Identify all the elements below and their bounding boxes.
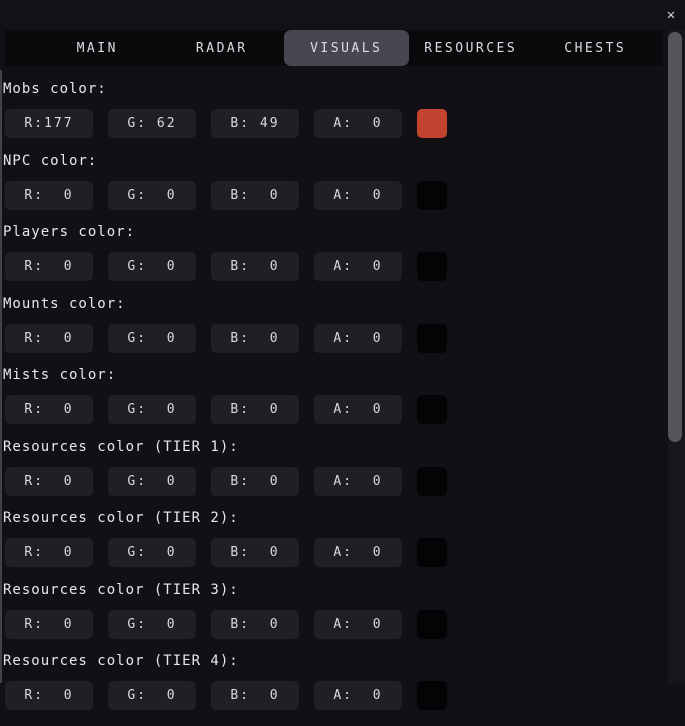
tab-main[interactable]: MAIN (76, 40, 118, 56)
color-swatch[interactable] (417, 466, 447, 496)
color-swatch[interactable] (417, 395, 447, 424)
a-field[interactable]: A: 0 (314, 252, 402, 281)
rgba-row: R: 0 G: 0 B: 0 A: 0 (0, 609, 663, 639)
scrollbar-track[interactable] (668, 30, 685, 683)
color-section-label: Resources color (TIER 4): (3, 653, 239, 669)
b-field[interactable]: B: 0 (211, 323, 299, 353)
color-swatch[interactable] (417, 323, 447, 353)
a-field[interactable]: A: 0 (314, 180, 402, 210)
scrollbar-thumb[interactable] (668, 32, 682, 442)
color-swatch[interactable] (417, 609, 447, 639)
b-field[interactable]: B: 49 (211, 109, 299, 138)
rgba-row: R: 0 G: 0 B: 0 A: 0 (0, 466, 663, 496)
color-section: Resources color (TIER 2): R: 0 G: 0 B: 0 A:… (0, 511, 663, 567)
rgba-row: R: 0 G: 0 B: 0 A: 0 (0, 538, 663, 567)
color-section: NPC color: R: 0 G: 0 B: 0 A: 0 (0, 154, 663, 210)
a-field[interactable]: A: 0 (314, 609, 402, 639)
r-field[interactable]: R: 0 (5, 609, 93, 639)
close-icon[interactable]: ✕ (666, 7, 676, 23)
color-section: Resources color (TIER 4): R: 0 G: 0 B: 0 A:… (0, 654, 663, 710)
title-bar: ✕ (0, 0, 685, 30)
b-field[interactable]: B: 0 (211, 395, 299, 424)
color-section-label: Resources color (TIER 2): (3, 510, 239, 526)
rgba-row: R: 0 G: 0 B: 0 A: 0 (0, 395, 663, 424)
a-field[interactable]: A: 0 (314, 395, 402, 424)
g-field[interactable]: G: 0 (108, 609, 196, 639)
color-section: Resources color (TIER 3): R: 0 G: 0 B: 0 A:… (0, 583, 663, 639)
color-section-label: Mobs color: (3, 81, 107, 97)
g-field[interactable]: G: 0 (108, 323, 196, 353)
g-field[interactable]: G: 0 (108, 466, 196, 496)
r-field[interactable]: R:177 (5, 109, 93, 138)
color-swatch[interactable] (417, 538, 447, 567)
color-section-label: Players color: (3, 224, 136, 240)
color-section: Resources color (TIER 1): R: 0 G: 0 B: 0 A:… (0, 440, 663, 496)
g-field[interactable]: G: 0 (108, 395, 196, 424)
window-left-border (0, 70, 2, 683)
color-section-label: Mists color: (3, 367, 117, 383)
color-section-label: Resources color (TIER 3): (3, 581, 239, 598)
r-field[interactable]: R: 0 (5, 538, 93, 567)
a-field[interactable]: A: 0 (314, 466, 402, 496)
color-section: Mists color: R: 0 G: 0 B: 0 A: 0 (0, 368, 663, 424)
color-section: Players color: R: 0 G: 0 B: 0 A: 0 (0, 225, 663, 281)
visuals-settings-panel: Mobs color: R:177 G: 62 B: 49 A: 0 NPC colo… (0, 70, 663, 726)
r-field[interactable]: R: 0 (5, 180, 93, 210)
color-section-label: Resources color (TIER 1): (3, 438, 239, 455)
color-section: Mobs color: R:177 G: 62 B: 49 A: 0 (0, 82, 663, 138)
rgba-row: R: 0 G: 0 B: 0 A: 0 (0, 252, 663, 281)
r-field[interactable]: R: 0 (5, 466, 93, 496)
b-field[interactable]: B: 0 (211, 252, 299, 281)
color-section-label: NPC color: (3, 152, 98, 169)
color-swatch[interactable] (417, 109, 447, 138)
rgba-row: R:177 G: 62 B: 49 A: 0 (0, 109, 663, 138)
rgba-row: R: 0 G: 0 B: 0 A: 0 (0, 323, 663, 353)
b-field[interactable]: B: 0 (211, 681, 299, 710)
rgba-row: R: 0 G: 0 B: 0 A: 0 (0, 180, 663, 210)
a-field[interactable]: A: 0 (314, 538, 402, 567)
r-field[interactable]: R: 0 (5, 323, 93, 353)
b-field[interactable]: B: 0 (211, 466, 299, 496)
b-field[interactable]: B: 0 (211, 180, 299, 210)
a-field[interactable]: A: 0 (314, 323, 402, 353)
g-field[interactable]: G: 0 (108, 252, 196, 281)
rgba-row: R: 0 G: 0 B: 0 A: 0 (0, 681, 663, 710)
r-field[interactable]: R: 0 (5, 395, 93, 424)
color-swatch[interactable] (417, 681, 447, 710)
g-field[interactable]: G: 0 (108, 538, 196, 567)
color-section-label: Mounts color: (3, 295, 126, 312)
color-swatch[interactable] (417, 252, 447, 281)
color-swatch[interactable] (417, 180, 447, 210)
g-field[interactable]: G: 0 (108, 681, 196, 710)
tab-radar[interactable]: RADAR (195, 40, 248, 56)
tab-bar: MAIN RADAR VISUALS RESOURCES CHESTS (5, 30, 662, 66)
g-field[interactable]: G: 62 (108, 109, 196, 138)
a-field[interactable]: A: 0 (314, 681, 402, 710)
g-field[interactable]: G: 0 (108, 180, 196, 210)
b-field[interactable]: B: 0 (211, 609, 299, 639)
r-field[interactable]: R: 0 (5, 681, 93, 710)
a-field[interactable]: A: 0 (314, 109, 402, 138)
tab-visuals[interactable]: VISUALS (284, 30, 409, 66)
color-section: Mounts color: R: 0 G: 0 B: 0 A: 0 (0, 297, 663, 353)
tab-chests[interactable]: CHESTS (564, 40, 627, 56)
b-field[interactable]: B: 0 (211, 538, 299, 567)
r-field[interactable]: R: 0 (5, 252, 93, 281)
tab-resources[interactable]: RESOURCES (424, 40, 518, 56)
